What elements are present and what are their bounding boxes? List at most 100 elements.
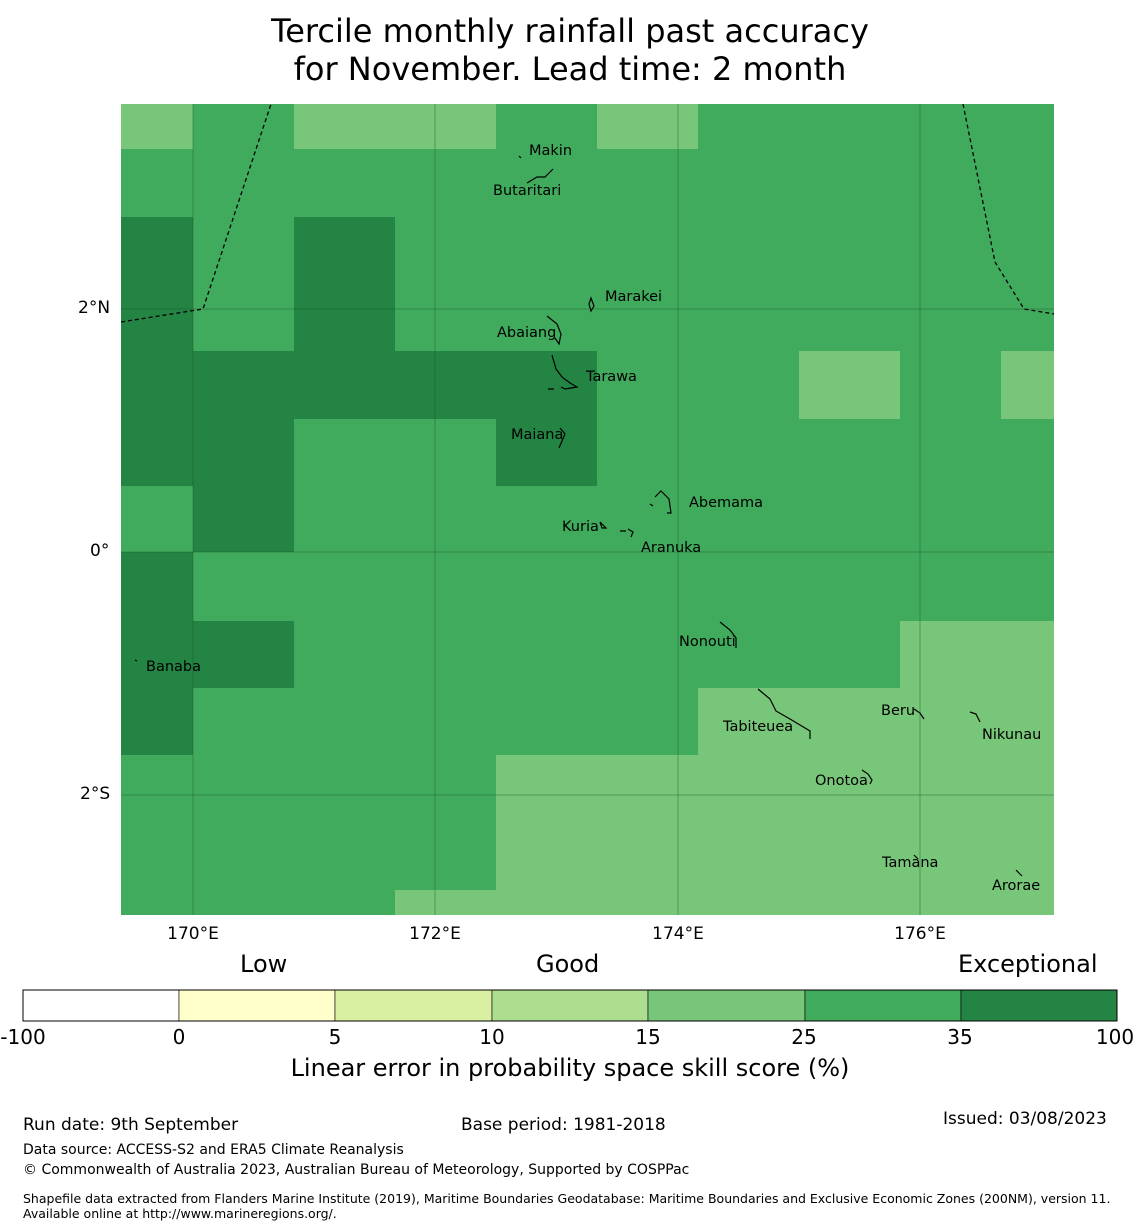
grid-cell xyxy=(294,217,395,351)
place-label-tarawa: Tarawa xyxy=(585,369,637,385)
colorbar-segment xyxy=(647,989,806,1022)
lat-lon-gridlines xyxy=(121,104,1054,915)
island-outline-makin xyxy=(518,155,522,159)
lat-label-equator: 0° xyxy=(90,541,110,561)
island-outline-tamana xyxy=(913,854,919,860)
eez-boundary xyxy=(120,103,1055,323)
colorbar-segment xyxy=(334,989,493,1022)
colorbar-segment xyxy=(491,989,649,1022)
island-outline-arorae xyxy=(1015,869,1023,877)
lon-label-174e: 174°E xyxy=(652,924,704,944)
grid-cell xyxy=(121,621,294,688)
lat-label-2s: 2°S xyxy=(80,784,111,804)
grid-cell xyxy=(597,351,799,419)
island-outline-tarawa xyxy=(548,354,579,390)
colorbar-tick: -100 xyxy=(0,1025,46,1049)
grid-cell xyxy=(294,621,900,688)
grid-cell xyxy=(121,104,193,149)
colorbar-label: Linear error in probability space skill … xyxy=(290,1054,850,1082)
grid-cell xyxy=(395,217,1054,351)
island-outline-banaba xyxy=(134,659,138,662)
colorbar-frame xyxy=(22,989,1118,1022)
grid-cell xyxy=(121,688,193,755)
grid-cell xyxy=(799,351,900,419)
grid-cell xyxy=(597,104,698,149)
place-label-nonouti: Nonouti xyxy=(679,634,736,650)
colorbar-tick: 5 xyxy=(328,1025,342,1049)
skill-score-map: Makin Butaritari Marakei Abaiang Tarawa Maian… xyxy=(120,103,1055,915)
grid-cell xyxy=(395,890,1054,915)
grid-cell xyxy=(597,419,1054,486)
place-label-beru: Beru xyxy=(881,703,915,719)
grid-cell xyxy=(121,552,193,621)
grid-cell xyxy=(121,755,496,890)
grid-cell xyxy=(193,552,1054,621)
grid-cell xyxy=(121,486,193,552)
skill-grid xyxy=(121,104,1054,915)
grid-cell xyxy=(121,419,294,486)
island-outline-maiana xyxy=(558,427,566,449)
grid-cell xyxy=(294,104,496,149)
island-labels: Makin Butaritari Marakei Abaiang Tarawa Maian… xyxy=(146,143,1041,894)
island-outline-nonouti xyxy=(719,621,737,648)
island-outline-butaritari xyxy=(526,168,554,184)
eez-boundary-west xyxy=(120,103,272,323)
island-outline-nikunau xyxy=(969,711,981,723)
map-title-line-1: Tercile monthly rainfall past accuracy xyxy=(271,12,869,50)
grid-cell xyxy=(121,149,1054,217)
copyright: © Commonwealth of Australia 2023, Austra… xyxy=(23,1162,690,1178)
colorbar-segments xyxy=(22,989,1118,1022)
place-label-tabiteuea: Tabiteuea xyxy=(722,719,793,735)
grid-cell xyxy=(193,104,294,149)
colorbar-tick: 25 xyxy=(791,1025,817,1049)
grid-cell xyxy=(294,486,1054,552)
place-label-butaritari: Butaritari xyxy=(493,183,561,199)
grid-cell xyxy=(121,351,597,419)
grid-cell xyxy=(193,217,294,351)
map-title-line-2: for November. Lead time: 2 month xyxy=(293,50,847,88)
category-good: Good xyxy=(536,950,600,978)
lon-label-176e: 176°E xyxy=(894,924,946,944)
category-low: Low xyxy=(240,950,288,978)
lon-label-172e: 172°E xyxy=(409,924,461,944)
island-outline-abaiang xyxy=(546,315,562,346)
place-label-tamana: Tamana xyxy=(881,855,938,871)
grid-cell xyxy=(1001,351,1054,419)
issued-date: Issued: 03/08/2023 xyxy=(943,1109,1107,1129)
grid-cell xyxy=(900,621,1054,688)
place-label-abemama: Abemama xyxy=(689,495,763,511)
island-outline-tabiteuea xyxy=(757,688,811,739)
grid-cell xyxy=(698,688,1054,755)
place-label-arorae: Arorae xyxy=(992,878,1040,894)
eez-boundary-east xyxy=(962,103,1055,315)
place-label-banaba: Banaba xyxy=(146,659,201,675)
run-date: Run date: 9th September xyxy=(23,1115,239,1135)
place-label-aranuka: Aranuka xyxy=(641,540,701,556)
colorbar-tick: 100 xyxy=(1095,1025,1135,1049)
colorbar-tick: 10 xyxy=(479,1025,505,1049)
island-outline-onotoa xyxy=(861,769,873,785)
base-period: Base period: 1981-2018 xyxy=(461,1115,666,1135)
island-outline-kuria xyxy=(599,521,608,529)
place-label-kuria: Kuria xyxy=(562,519,599,535)
colorbar-tick: 0 xyxy=(172,1025,186,1049)
place-label-onotoa: Onotoa xyxy=(815,773,868,789)
grid-cell xyxy=(496,755,1054,890)
colorbar-segment xyxy=(178,989,336,1022)
grid-cell xyxy=(193,688,698,755)
colorbar-segment xyxy=(960,989,1118,1022)
grid-cell xyxy=(900,351,1001,419)
category-exceptional: Exceptional xyxy=(958,950,1098,978)
grid-cell xyxy=(121,890,395,915)
island-outline-abemama xyxy=(649,490,672,514)
colorbar-segment xyxy=(804,989,962,1022)
colorbar-segment xyxy=(22,989,180,1022)
lon-label-170e: 170°E xyxy=(167,924,219,944)
island-outline-beru xyxy=(913,708,925,720)
island-outlines xyxy=(134,155,1023,877)
grid-cell xyxy=(294,419,496,486)
shapefile-credit: Shapefile data extracted from Flanders M… xyxy=(23,1191,1111,1221)
place-label-maiana: Maiana xyxy=(511,427,563,443)
island-outline-marakei xyxy=(588,296,595,313)
lat-label-2n: 2°N xyxy=(78,298,111,318)
